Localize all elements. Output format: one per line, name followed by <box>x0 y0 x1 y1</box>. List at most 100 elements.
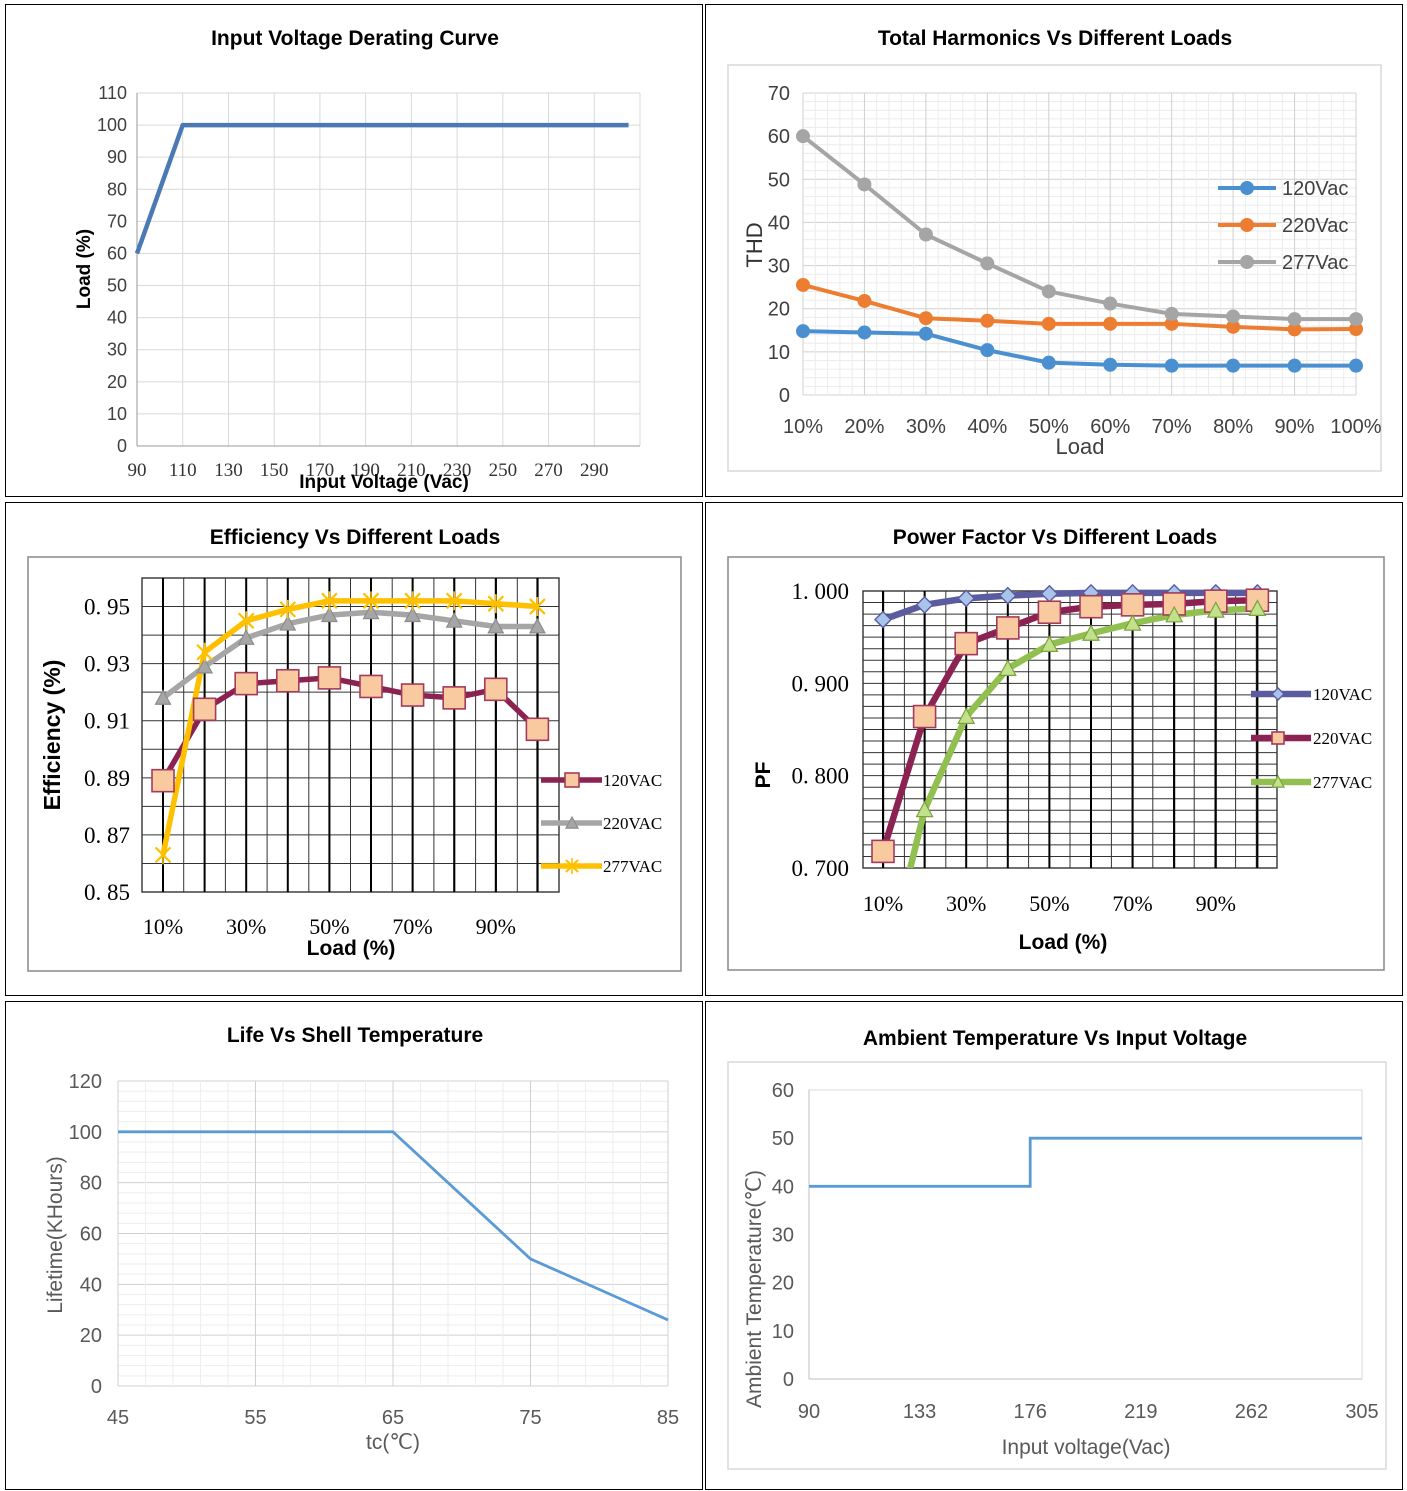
data-point <box>918 311 933 326</box>
plot-area <box>808 1089 1363 1380</box>
data-point <box>1123 614 1142 631</box>
lifetime-chart: Life Vs Shell Temperature 0 20 40 60 80 100 12… <box>44 1024 679 1454</box>
data-point <box>445 591 463 611</box>
x-tick-label: 90 <box>128 460 147 481</box>
y-tick-label: 20 <box>80 1325 102 1347</box>
data-point <box>918 227 933 242</box>
legend-label: 220VAC <box>1313 729 1372 748</box>
data-point <box>796 324 810 339</box>
x-tick-label: 90% <box>1196 891 1236 916</box>
plot-frame <box>727 64 1382 472</box>
series-line <box>802 283 1357 332</box>
y-tick-label: 0. 87 <box>84 823 130 848</box>
chart-title: Life Vs Shell Temperature <box>227 1024 483 1047</box>
data-point <box>857 325 872 340</box>
data-point <box>1349 358 1363 373</box>
legend-label: 277VAC <box>1313 773 1372 792</box>
panel-lifetime: Life Vs Shell Temperature 0 20 40 60 80 100 12… <box>5 1001 703 1490</box>
legend-label: 220Vac <box>1282 215 1348 237</box>
chart-title: Efficiency Vs Different Loads <box>210 526 501 549</box>
x-tick-label: 55 <box>244 1407 266 1429</box>
data-point <box>237 629 255 645</box>
data-point <box>995 616 1020 640</box>
data-point <box>912 704 937 729</box>
data-point <box>1164 358 1179 373</box>
data-point <box>1287 312 1302 327</box>
x-tick-label: 170 <box>306 460 335 481</box>
legend-marker <box>1240 255 1254 269</box>
legend-marker <box>1240 218 1254 232</box>
data-point <box>871 839 895 864</box>
panel-ambient: Ambient Temperature Vs Input Voltage 0 10… <box>705 1001 1403 1490</box>
data-point <box>1103 357 1118 372</box>
data-point <box>483 677 508 702</box>
x-tick-label: 80% <box>1213 416 1253 438</box>
data-point <box>1041 316 1056 331</box>
x-axis-label: Load (%) <box>307 937 396 960</box>
x-tick-label: 30% <box>226 914 266 939</box>
x-tick-label: 90% <box>476 914 516 939</box>
y-axis-label: Lifetime(KHours) <box>44 1156 67 1314</box>
data-point <box>1287 358 1302 373</box>
x-tick-label: 50% <box>1029 891 1069 916</box>
legend-label: 120Vac <box>1282 178 1348 200</box>
x-axis-label: Input voltage(Vac) <box>1002 1436 1171 1459</box>
legend-marker <box>1271 687 1285 701</box>
plot-frame <box>727 556 1385 971</box>
y-tick-label: 30 <box>768 256 790 278</box>
data-point <box>1040 635 1059 652</box>
data-point <box>915 800 934 818</box>
legend-marker <box>564 815 580 829</box>
data-point <box>400 683 425 707</box>
y-tick-label: 100 <box>97 115 127 135</box>
series-line <box>906 605 1258 868</box>
derating-chart: Input Voltage Derating Curve 90 110 130 150… <box>74 27 641 493</box>
data-point <box>918 326 933 341</box>
x-tick-label: 45 <box>107 1407 129 1429</box>
legend-marker <box>1240 181 1254 195</box>
data-point <box>154 689 172 705</box>
y-tick-label: 10 <box>768 342 790 364</box>
y-tick-label: 0. 900 <box>792 671 850 696</box>
data-point <box>957 707 976 724</box>
x-tick-label: 290 <box>580 460 609 481</box>
thd-chart: Total Harmonics Vs Different Loads 0 10 20… <box>727 27 1382 472</box>
series-line <box>161 609 538 701</box>
x-tick-label: 210 <box>397 460 426 481</box>
data-point <box>1165 605 1184 623</box>
x-axis-label: Load <box>1056 434 1105 459</box>
data-point <box>359 674 383 699</box>
x-tick-label: 250 <box>489 460 518 481</box>
y-tick-label: 0. 85 <box>84 880 130 905</box>
data-point <box>957 589 976 608</box>
x-tick-label: 190 <box>351 460 380 481</box>
efficiency-chart: Efficiency Vs Different Loads 0. 85 0. 87… <box>27 526 682 972</box>
power-factor-chart: Power Factor Vs Different Loads 0. 700 0.… <box>727 526 1385 971</box>
x-tick-label: 100% <box>1330 416 1381 438</box>
series-line <box>802 329 1356 368</box>
data-point <box>525 717 550 742</box>
x-tick-label: 130 <box>214 460 243 481</box>
series-line <box>809 1136 1362 1188</box>
y-tick-label: 50 <box>107 276 127 296</box>
data-point <box>998 659 1017 676</box>
y-tick-label: 50 <box>768 169 790 191</box>
y-axis-label: Load (%) <box>74 229 95 309</box>
data-point <box>1103 316 1118 331</box>
y-axis-label: PF <box>752 761 775 788</box>
x-tick-label: 10% <box>863 891 903 916</box>
x-tick-label: 176 <box>1014 1401 1047 1423</box>
x-tick-label: 150 <box>260 460 289 481</box>
series-line <box>160 675 540 783</box>
x-tick-label: 10% <box>143 914 183 939</box>
data-point <box>237 611 255 631</box>
panel-derating: Input Voltage Derating Curve 90 110 130 150… <box>5 4 703 497</box>
y-tick-label: 60 <box>772 1080 794 1102</box>
x-tick-label: 90 <box>798 1401 820 1423</box>
data-point <box>404 606 422 623</box>
y-tick-label: 50 <box>772 1128 794 1150</box>
data-point <box>192 697 217 722</box>
data-point <box>1041 284 1056 299</box>
data-point <box>1206 601 1225 618</box>
data-point <box>874 610 892 629</box>
